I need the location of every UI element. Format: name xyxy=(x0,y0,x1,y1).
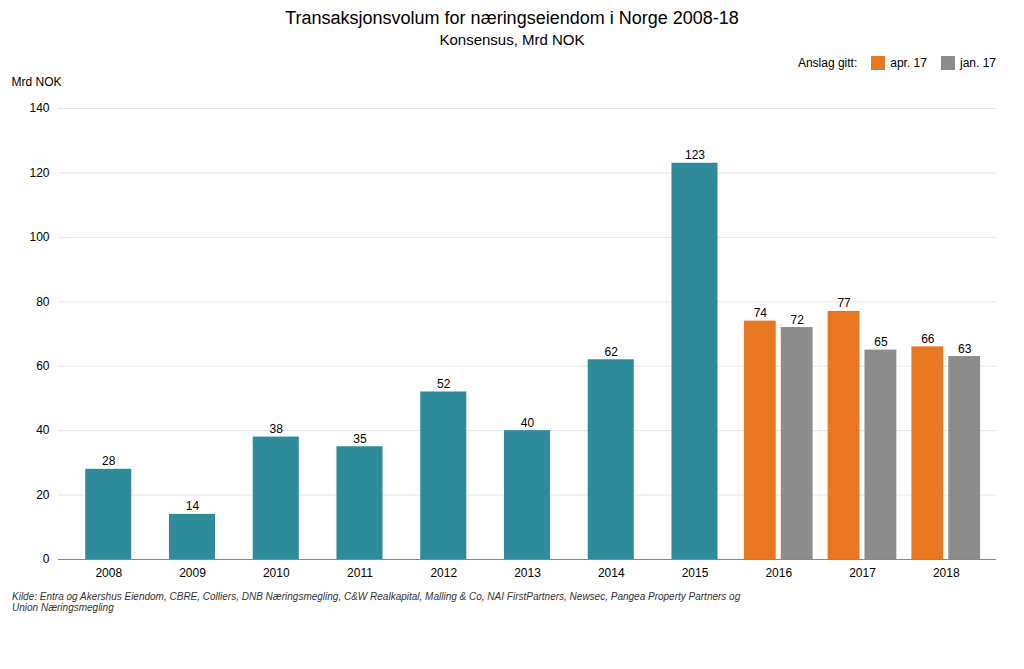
svg-text:74: 74 xyxy=(754,306,768,320)
svg-text:120: 120 xyxy=(29,166,49,180)
svg-text:2011: 2011 xyxy=(347,566,373,580)
svg-text:60: 60 xyxy=(36,359,50,373)
svg-text:40: 40 xyxy=(521,416,535,430)
svg-text:2014: 2014 xyxy=(598,566,625,580)
html-text:Kilde: Entra og Akershus Eiend: Kilde: Entra og Akershus Eiendom, CBRE, … xyxy=(12,591,741,613)
svg-text:35: 35 xyxy=(353,432,367,446)
svg-text:2016: 2016 xyxy=(765,566,792,580)
svg-text:2017: 2017 xyxy=(849,566,876,580)
svg-text:2009: 2009 xyxy=(179,566,206,580)
html-text:Anslag gitt:: Anslag gitt: xyxy=(797,56,858,70)
svg-text:72: 72 xyxy=(790,313,804,327)
svg-text:40: 40 xyxy=(36,423,50,437)
svg-text:63: 63 xyxy=(958,342,972,356)
svg-text:38: 38 xyxy=(270,422,284,436)
svg-text:2013: 2013 xyxy=(514,566,541,580)
svg-text:77: 77 xyxy=(837,296,851,310)
svg-text:65: 65 xyxy=(874,335,888,349)
svg-text:2012: 2012 xyxy=(430,566,457,580)
svg-text:2008: 2008 xyxy=(95,566,122,580)
svg-text:66: 66 xyxy=(921,332,935,346)
svg-text:140: 140 xyxy=(29,101,49,115)
svg-text:Mrd NOK: Mrd NOK xyxy=(12,75,62,89)
html-text:apr. 17: apr. 17 xyxy=(890,56,927,70)
svg-text:123: 123 xyxy=(685,148,705,162)
svg-text:2018: 2018 xyxy=(933,566,960,580)
svg-text:0: 0 xyxy=(43,552,50,566)
html-text:jan. 17: jan. 17 xyxy=(960,56,996,70)
svg-text:100: 100 xyxy=(29,230,49,244)
svg-text:20: 20 xyxy=(36,488,50,502)
svg-text:28: 28 xyxy=(102,454,116,468)
svg-text:80: 80 xyxy=(36,295,50,309)
html-text:Konsensus, Mrd NOK: Konsensus, Mrd NOK xyxy=(439,31,585,48)
svg-text:52: 52 xyxy=(437,377,451,391)
svg-text:14: 14 xyxy=(186,499,200,513)
svg-text:2015: 2015 xyxy=(682,566,709,580)
svg-text:2010: 2010 xyxy=(263,566,290,580)
svg-text:62: 62 xyxy=(605,345,619,359)
html-text:Transaksjonsvolum for næringse: Transaksjonsvolum for næringseiendom i N… xyxy=(285,8,739,28)
